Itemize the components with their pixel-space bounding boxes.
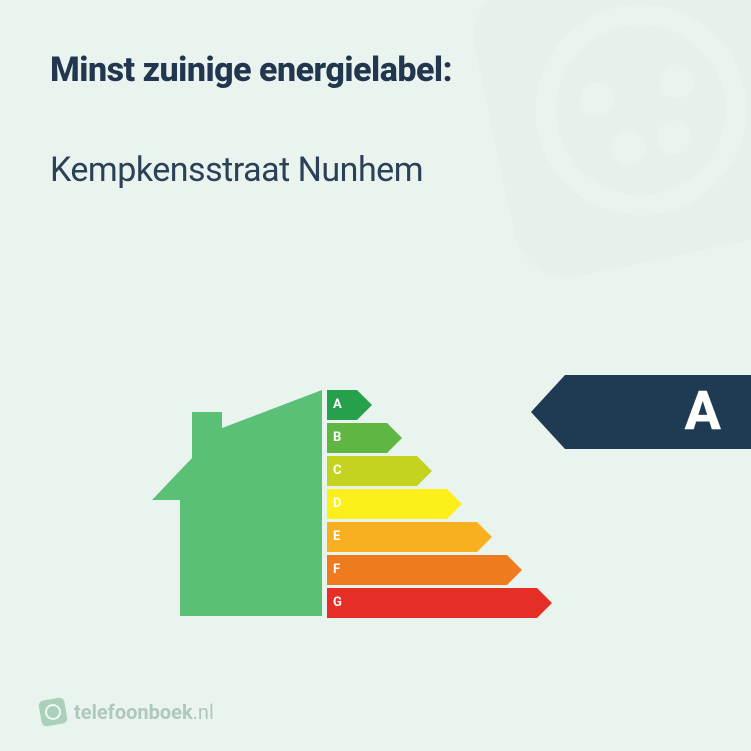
energy-bar-f: F bbox=[327, 555, 727, 585]
energy-bar-shape bbox=[327, 555, 522, 585]
energy-bar-label: C bbox=[333, 456, 342, 486]
energy-bar-shape bbox=[327, 489, 462, 519]
energy-bar-shape bbox=[327, 588, 552, 618]
energy-bar-e: E bbox=[327, 522, 727, 552]
energy-label-card: Minst zuinige energielabel: Kempkensstra… bbox=[0, 0, 751, 751]
energy-bar-shape bbox=[327, 456, 432, 486]
energy-bar-label: A bbox=[333, 390, 342, 420]
house-icon bbox=[152, 390, 322, 616]
footer-brand-text: telefoonboek.nl bbox=[74, 700, 214, 724]
footer-brand-name: telefoonboek bbox=[74, 700, 193, 724]
result-letter: A bbox=[684, 375, 721, 449]
energy-bar-label: D bbox=[333, 489, 341, 519]
energy-bar-label: G bbox=[333, 588, 342, 618]
watermark-icon bbox=[439, 0, 751, 312]
energy-bar-d: D bbox=[327, 489, 727, 519]
footer-brand-tld: .nl bbox=[193, 700, 214, 724]
energy-bar-label: F bbox=[333, 555, 340, 585]
energy-bar-shape bbox=[327, 522, 492, 552]
energy-bar-c: C bbox=[327, 456, 727, 486]
energy-bar-label: B bbox=[333, 423, 341, 453]
footer-logo-icon bbox=[38, 697, 68, 727]
energy-bar-g: G bbox=[327, 588, 727, 618]
energy-bar-label: E bbox=[333, 522, 340, 552]
footer-branding: telefoonboek.nl bbox=[40, 699, 214, 725]
result-badge: A bbox=[531, 375, 751, 449]
